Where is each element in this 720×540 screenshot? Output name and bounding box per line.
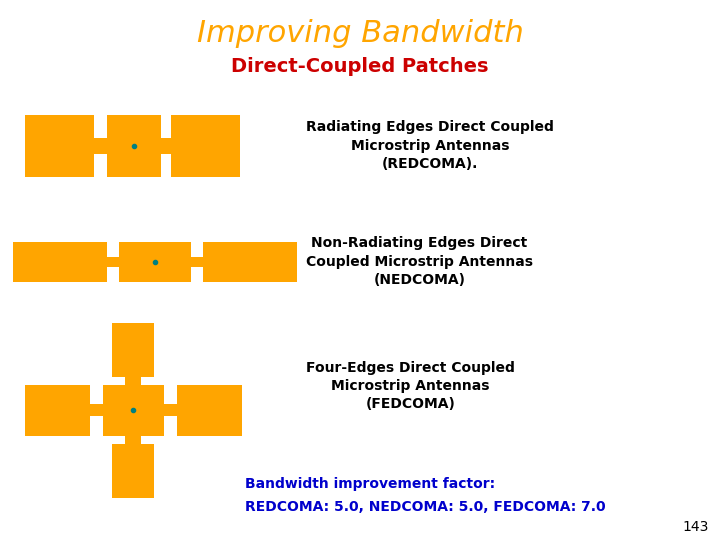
Text: 143: 143 (683, 519, 709, 534)
Bar (107, 257, 119, 267)
Text: Non-Radiating Edges Direct
Coupled Microstrip Antennas
(NEDCOMA): Non-Radiating Edges Direct Coupled Micro… (306, 237, 533, 287)
Bar (119, 241, 191, 282)
Bar (203, 241, 297, 282)
Bar (24, 384, 89, 436)
Bar (191, 257, 203, 267)
Bar (161, 138, 171, 154)
Bar (25, 115, 94, 177)
Bar (125, 436, 141, 444)
Bar (177, 384, 242, 436)
Bar (163, 404, 176, 416)
Bar (125, 377, 141, 384)
Text: Improving Bandwidth: Improving Bandwidth (197, 19, 523, 48)
Text: REDCOMA: 5.0, NEDCOMA: 5.0, FEDCOMA: 7.0: REDCOMA: 5.0, NEDCOMA: 5.0, FEDCOMA: 7.0 (245, 500, 606, 514)
Bar (107, 115, 161, 177)
Text: Radiating Edges Direct Coupled
Microstrip Antennas
(REDCOMA).: Radiating Edges Direct Coupled Microstri… (306, 120, 554, 171)
Bar (112, 444, 154, 498)
Text: Four-Edges Direct Coupled
Microstrip Antennas
(FEDCOMA): Four-Edges Direct Coupled Microstrip Ant… (306, 361, 515, 411)
Bar (171, 115, 240, 177)
Text: Direct-Coupled Patches: Direct-Coupled Patches (231, 57, 489, 76)
Bar (94, 138, 107, 154)
Bar (102, 384, 163, 436)
Bar (13, 241, 107, 282)
Bar (112, 323, 154, 377)
Bar (89, 404, 102, 416)
Text: Bandwidth improvement factor:: Bandwidth improvement factor: (245, 477, 495, 491)
